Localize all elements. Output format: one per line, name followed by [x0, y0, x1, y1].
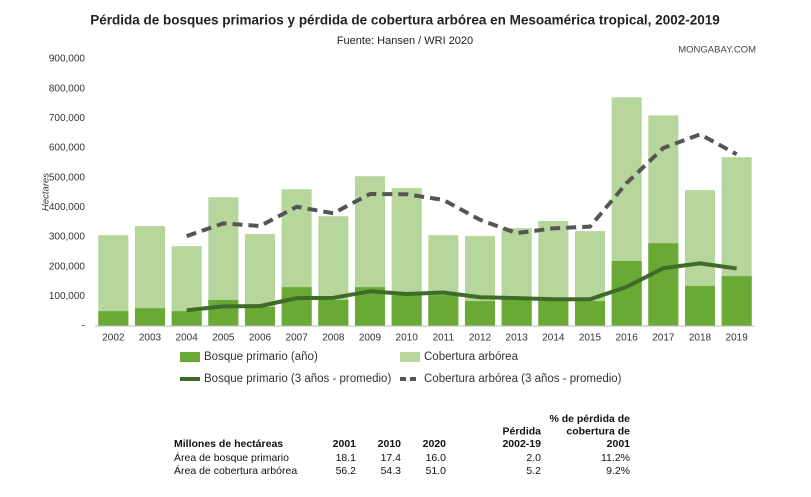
bar	[648, 243, 679, 326]
table-header: 2001	[333, 438, 357, 450]
legend-swatch	[400, 352, 420, 362]
x-tick-label: 2007	[286, 333, 309, 344]
line	[186, 261, 737, 313]
y-tick-label: 500,000	[49, 172, 86, 183]
table-header: % de pérdida de	[549, 413, 630, 425]
bar	[318, 299, 349, 326]
table-header: 2002-19	[502, 438, 541, 450]
y-tick-label: 800,000	[49, 83, 86, 94]
table-header: 2020	[423, 438, 447, 450]
table-header: Millones de hectáreas	[174, 438, 283, 450]
table-cell: 54.3	[381, 465, 402, 477]
bar	[171, 311, 202, 326]
line	[186, 132, 738, 238]
bar	[428, 295, 459, 326]
table-cell: 17.4	[381, 452, 402, 464]
x-tick-label: 2006	[249, 333, 272, 344]
bar	[574, 301, 606, 326]
x-tick-label: 2014	[542, 333, 565, 344]
table-header: 2010	[378, 438, 402, 450]
legend-label: Bosque primario (3 años - promedio)	[204, 373, 391, 385]
x-tick-label: 2008	[322, 333, 345, 344]
y-tick-label: 100,000	[49, 291, 86, 302]
bar	[98, 311, 129, 326]
legend-label: Cobertura arbórea (3 años - promedio)	[424, 373, 622, 385]
x-tick-label: 2004	[176, 333, 199, 344]
chart-subtitle: Fuente: Hansen / WRI 2020	[337, 35, 473, 47]
table-cell: 9.2%	[606, 465, 630, 477]
x-tick-label: 2015	[579, 333, 602, 344]
bar	[721, 276, 752, 326]
table-cell: Área de bosque primario	[174, 451, 289, 464]
y-tick-label: 300,000	[49, 232, 86, 243]
x-tick-label: 2009	[359, 333, 382, 344]
table-cell: Área de cobertura arbórea	[174, 464, 297, 477]
y-tick-label: 200,000	[49, 261, 86, 272]
bar	[244, 307, 276, 326]
x-tick-label: 2017	[652, 333, 675, 344]
legend-label: Cobertura arbórea	[424, 351, 519, 363]
bar	[538, 299, 569, 326]
bar	[611, 261, 642, 326]
bar	[501, 298, 532, 326]
legend-swatch	[180, 352, 200, 362]
table-header: cobertura de	[566, 425, 630, 437]
table-cell: 11.2%	[601, 452, 630, 464]
x-tick-label: 2019	[726, 333, 749, 344]
x-tick-label: 2016	[616, 333, 639, 344]
x-tick-label: 2003	[139, 333, 162, 344]
table-cell: 56.2	[336, 465, 357, 477]
legend-label: Bosque primario (año)	[204, 351, 318, 363]
table-cell: 51.0	[426, 465, 447, 477]
x-tick-label: 2011	[433, 333, 455, 344]
y-tick-label: 900,000	[49, 54, 86, 65]
bar	[391, 295, 422, 326]
bar	[464, 301, 496, 326]
chart-title: Pérdida de bosques primarios y pérdida d…	[90, 13, 720, 28]
table-cell: 2.0	[526, 452, 541, 464]
bar	[98, 235, 129, 326]
y-axis-label: Hectares	[41, 173, 52, 211]
bar	[281, 287, 312, 326]
bar	[684, 285, 716, 326]
x-tick-label: 2010	[396, 333, 419, 344]
table-cell: 16.0	[426, 452, 447, 464]
watermark: MONGABAY.COM	[678, 45, 756, 56]
y-tick-label: 600,000	[49, 143, 86, 154]
x-tick-label: 2005	[212, 333, 235, 344]
y-tick-label: -	[82, 321, 85, 332]
x-tick-label: 2002	[102, 333, 125, 344]
y-tick-label: 400,000	[49, 202, 86, 213]
y-tick-label: 700,000	[49, 113, 86, 124]
table-cell: 18.1	[336, 452, 357, 464]
x-tick-label: 2013	[506, 333, 529, 344]
bar	[208, 299, 239, 326]
x-tick-label: 2018	[689, 333, 712, 344]
table-header: 2001	[607, 438, 631, 450]
table-header: Pérdida	[502, 425, 541, 437]
bar	[134, 308, 166, 326]
table-cell: 5.2	[526, 465, 541, 477]
x-tick-label: 2012	[469, 333, 492, 344]
